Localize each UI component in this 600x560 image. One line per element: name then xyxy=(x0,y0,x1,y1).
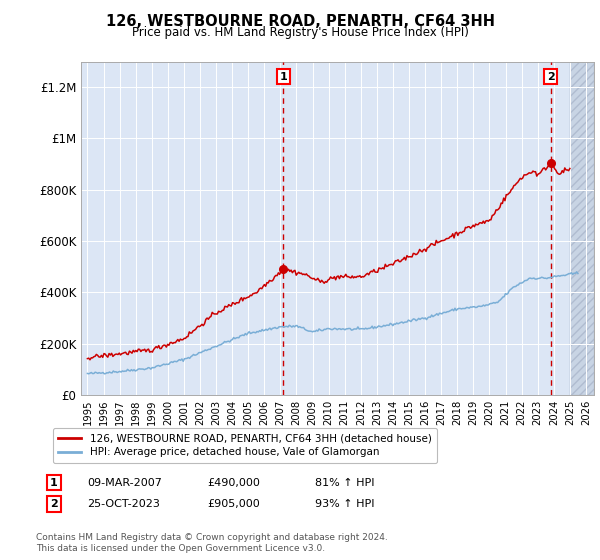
Bar xyxy=(570,62,594,395)
Legend: 126, WESTBOURNE ROAD, PENARTH, CF64 3HH (detached house), HPI: Average price, de: 126, WESTBOURNE ROAD, PENARTH, CF64 3HH … xyxy=(53,428,437,463)
Text: 93% ↑ HPI: 93% ↑ HPI xyxy=(315,499,374,509)
Bar xyxy=(570,62,594,395)
Text: 2: 2 xyxy=(547,72,554,82)
Text: 81% ↑ HPI: 81% ↑ HPI xyxy=(315,478,374,488)
Text: 126, WESTBOURNE ROAD, PENARTH, CF64 3HH: 126, WESTBOURNE ROAD, PENARTH, CF64 3HH xyxy=(106,14,494,29)
Text: Contains HM Land Registry data © Crown copyright and database right 2024.
This d: Contains HM Land Registry data © Crown c… xyxy=(36,534,388,553)
Text: 1: 1 xyxy=(280,72,287,82)
Text: 25-OCT-2023: 25-OCT-2023 xyxy=(87,499,160,509)
Text: 1: 1 xyxy=(50,478,58,488)
Text: 09-MAR-2007: 09-MAR-2007 xyxy=(87,478,162,488)
Text: £490,000: £490,000 xyxy=(207,478,260,488)
Text: Price paid vs. HM Land Registry's House Price Index (HPI): Price paid vs. HM Land Registry's House … xyxy=(131,26,469,39)
Text: £905,000: £905,000 xyxy=(207,499,260,509)
Text: 2: 2 xyxy=(50,499,58,509)
